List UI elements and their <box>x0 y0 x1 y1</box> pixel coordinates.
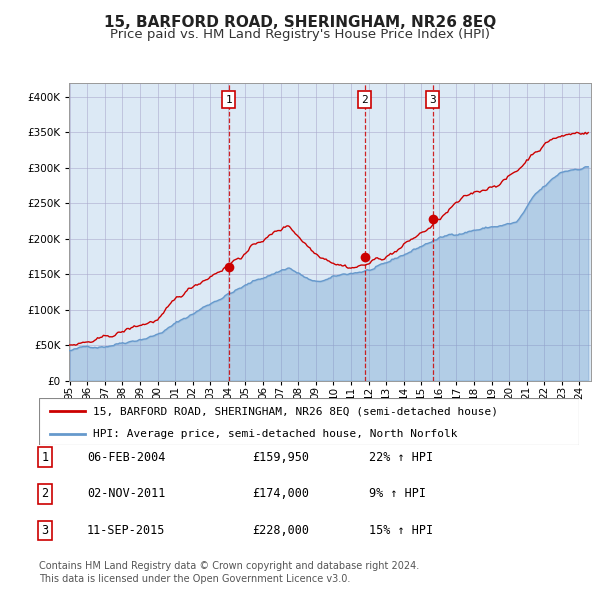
Text: 1: 1 <box>226 94 232 104</box>
Text: HPI: Average price, semi-detached house, North Norfolk: HPI: Average price, semi-detached house,… <box>93 429 458 438</box>
Text: £159,950: £159,950 <box>252 451 309 464</box>
FancyBboxPatch shape <box>39 398 579 445</box>
Text: 11-SEP-2015: 11-SEP-2015 <box>87 524 166 537</box>
Text: 06-FEB-2004: 06-FEB-2004 <box>87 451 166 464</box>
Text: 2: 2 <box>41 487 49 500</box>
Text: 02-NOV-2011: 02-NOV-2011 <box>87 487 166 500</box>
Text: £228,000: £228,000 <box>252 524 309 537</box>
Text: 15, BARFORD ROAD, SHERINGHAM, NR26 8EQ: 15, BARFORD ROAD, SHERINGHAM, NR26 8EQ <box>104 15 496 30</box>
Text: Contains HM Land Registry data © Crown copyright and database right 2024.
This d: Contains HM Land Registry data © Crown c… <box>39 561 419 584</box>
Text: 22% ↑ HPI: 22% ↑ HPI <box>369 451 433 464</box>
Text: 1: 1 <box>41 451 49 464</box>
Text: 15, BARFORD ROAD, SHERINGHAM, NR26 8EQ (semi-detached house): 15, BARFORD ROAD, SHERINGHAM, NR26 8EQ (… <box>93 407 498 417</box>
Text: 2: 2 <box>362 94 368 104</box>
Text: 3: 3 <box>430 94 436 104</box>
Text: 15% ↑ HPI: 15% ↑ HPI <box>369 524 433 537</box>
Text: Price paid vs. HM Land Registry's House Price Index (HPI): Price paid vs. HM Land Registry's House … <box>110 28 490 41</box>
Text: 3: 3 <box>41 524 49 537</box>
Text: 9% ↑ HPI: 9% ↑ HPI <box>369 487 426 500</box>
Text: £174,000: £174,000 <box>252 487 309 500</box>
